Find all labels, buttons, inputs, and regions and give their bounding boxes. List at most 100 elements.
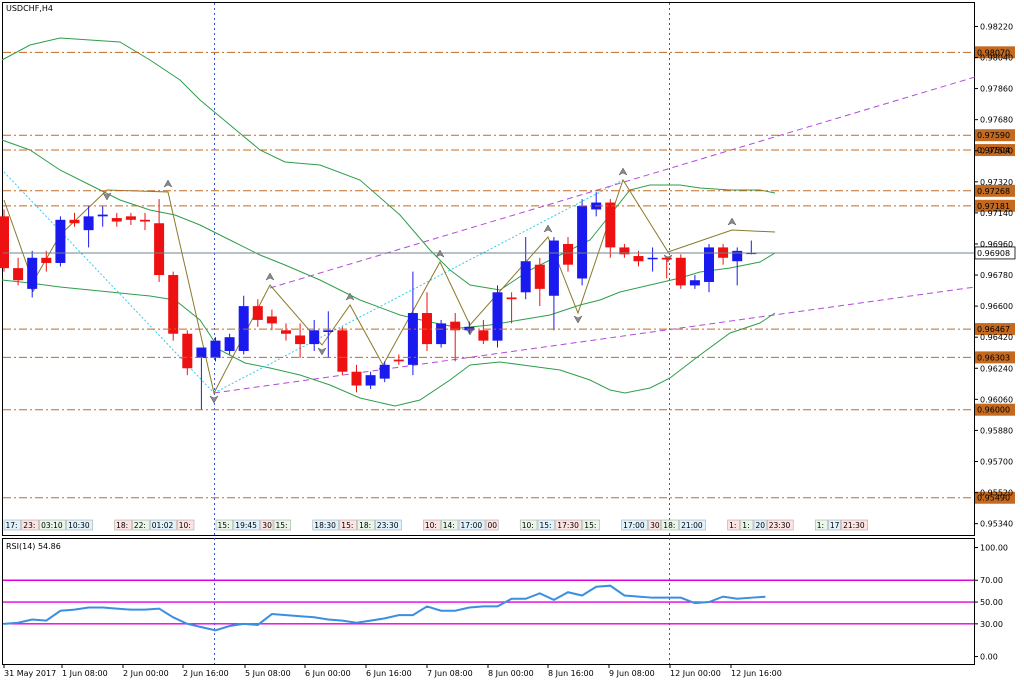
candle-bear[interactable] [111, 218, 122, 222]
candle-bull[interactable] [365, 375, 376, 386]
candle-bear[interactable] [140, 219, 150, 222]
price-level-tag [975, 323, 1015, 336]
candle-bear[interactable] [168, 275, 179, 334]
candle-bear[interactable] [478, 330, 489, 341]
event-marker[interactable] [537, 519, 556, 531]
event-marker[interactable] [273, 519, 292, 531]
candle-bull[interactable] [97, 214, 108, 217]
event-marker[interactable] [828, 519, 841, 531]
event-marker[interactable] [149, 519, 177, 531]
candle-bear[interactable] [281, 330, 291, 334]
candle-bear[interactable] [295, 335, 306, 345]
event-marker[interactable] [679, 519, 706, 531]
candle-bear[interactable] [450, 321, 461, 331]
candle-bear[interactable] [337, 330, 348, 372]
candle-bear[interactable] [393, 359, 404, 362]
trend-line-lower [213, 286, 976, 394]
event-marker[interactable] [233, 519, 261, 531]
candle-bear[interactable] [252, 306, 263, 320]
candle-bull[interactable] [323, 330, 334, 333]
candle-bull[interactable] [83, 216, 94, 231]
event-marker[interactable] [215, 519, 234, 531]
candle-bull[interactable] [647, 257, 658, 260]
event-marker[interactable] [3, 519, 22, 531]
event-marker-label: 17:30 [557, 521, 579, 530]
candle-bull[interactable] [27, 257, 38, 289]
event-marker[interactable] [440, 519, 459, 531]
event-marker[interactable] [39, 519, 66, 531]
x-tick-label: 5 Jun 08:00 [245, 669, 291, 678]
event-marker[interactable] [339, 519, 357, 531]
candle-bull[interactable] [196, 347, 207, 358]
candle-bear[interactable] [41, 257, 52, 263]
event-marker[interactable] [458, 519, 486, 531]
candle-bull[interactable] [577, 205, 588, 279]
event-marker[interactable] [814, 519, 828, 531]
event-marker[interactable] [260, 519, 274, 531]
candle-bull[interactable] [704, 247, 714, 282]
candle-bear[interactable] [534, 264, 545, 289]
candle-bear[interactable] [0, 216, 9, 269]
price-level-value: 0.96000 [977, 406, 1010, 415]
y-tick-label: 0.97320 [980, 178, 1013, 187]
candle-bull[interactable] [464, 326, 475, 331]
candle-bull[interactable] [210, 340, 221, 358]
candle-bull[interactable] [55, 219, 66, 263]
event-marker[interactable] [519, 519, 538, 531]
candle-bear[interactable] [351, 371, 362, 386]
candle-bull[interactable] [224, 337, 235, 352]
event-marker[interactable] [21, 519, 39, 531]
y-tick-label: 0.96060 [980, 395, 1013, 404]
candle-bull[interactable] [238, 306, 249, 352]
event-marker[interactable] [582, 519, 600, 531]
fractal-marker [345, 292, 355, 301]
candle-bull[interactable] [732, 250, 743, 262]
candle-bull[interactable] [407, 313, 418, 365]
candle-bull[interactable] [309, 330, 320, 345]
candle-bear[interactable] [182, 333, 193, 369]
event-marker[interactable] [66, 519, 93, 531]
event-marker[interactable] [312, 519, 340, 531]
candle-bear[interactable] [69, 219, 80, 224]
candle-bear[interactable] [633, 256, 644, 262]
price-level-tag [975, 144, 1015, 157]
event-marker[interactable] [661, 519, 679, 531]
event-marker[interactable] [555, 519, 583, 531]
candle-bear[interactable] [422, 313, 432, 345]
candle-bear[interactable] [154, 223, 165, 276]
candle-bear[interactable] [125, 216, 136, 220]
event-marker[interactable] [132, 519, 150, 531]
event-marker[interactable] [621, 519, 648, 531]
event-marker[interactable] [357, 519, 375, 531]
candle-bear[interactable] [266, 316, 277, 324]
event-marker[interactable] [648, 519, 662, 531]
candle-bull[interactable] [520, 261, 531, 293]
candle-bull[interactable] [492, 292, 503, 341]
price-level-tag [975, 403, 1015, 416]
candle-bear[interactable] [619, 247, 630, 255]
event-marker[interactable] [727, 519, 741, 531]
candle-bull[interactable] [548, 240, 559, 296]
event-marker[interactable] [114, 519, 132, 531]
event-marker[interactable] [841, 519, 868, 531]
event-marker[interactable] [176, 519, 195, 531]
candle-bull[interactable] [436, 323, 447, 345]
event-marker[interactable] [766, 519, 794, 531]
candle-bear[interactable] [563, 243, 573, 265]
candle-bear[interactable] [506, 297, 517, 300]
event-marker-label: 18:30 [314, 521, 336, 530]
event-marker-label: 03:10 [41, 521, 63, 530]
event-marker-label: 15: [584, 521, 596, 530]
event-marker[interactable] [375, 519, 402, 531]
event-marker[interactable] [753, 519, 767, 531]
candle-bear[interactable] [675, 257, 686, 286]
candle-bear[interactable] [605, 202, 616, 248]
candle-bull[interactable] [379, 364, 390, 379]
event-marker[interactable] [485, 519, 499, 531]
candle-bear[interactable] [13, 268, 24, 281]
candle-bear[interactable] [661, 257, 672, 260]
candle-bull[interactable] [689, 280, 700, 286]
event-marker[interactable] [423, 519, 441, 531]
event-marker[interactable] [740, 519, 754, 531]
